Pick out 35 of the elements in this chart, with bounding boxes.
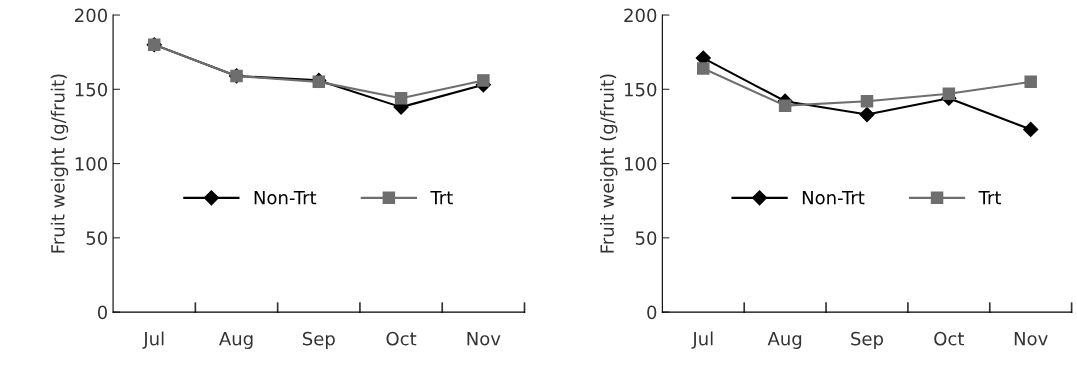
x-tick-label: Jul [691, 331, 713, 349]
y-tick-label: 150 [625, 82, 657, 97]
x-tick-label: Sep [302, 331, 335, 349]
x-tick-label: Aug [767, 332, 802, 349]
y-tick-label: 0 [97, 305, 108, 320]
point [697, 62, 710, 75]
x-tick-label: Nov [1014, 332, 1048, 346]
y-tick-label: 150 [75, 82, 108, 97]
x-tick-label: Jul [142, 331, 164, 349]
x-tick-label: Oct [386, 331, 417, 346]
y-tick-label: 50 [635, 231, 657, 245]
point [1024, 75, 1037, 89]
point [860, 94, 874, 108]
x-tick-label: Nov [467, 332, 501, 346]
point [778, 99, 792, 112]
point [859, 106, 875, 123]
legend-label: Trt [978, 191, 1002, 205]
x-tick-label: Oct [934, 331, 965, 346]
x-tick-label: Aug [219, 332, 253, 349]
legend-label: Non-Trt [254, 191, 317, 205]
y-tick-label: 200 [624, 8, 657, 23]
y-tick-label: 100 [75, 157, 108, 171]
y-axis-title: Fruit weight (g/fruit) [50, 74, 69, 253]
x-tick-label: Sep [851, 331, 884, 349]
legend-label: Trt [430, 191, 453, 205]
y-tick-label: 0 [647, 305, 657, 320]
legend-label: Non-Trt [802, 191, 865, 205]
y-tick-label: 100 [625, 157, 657, 171]
point [477, 74, 490, 87]
y-tick-label: 200 [75, 8, 108, 23]
point [1023, 121, 1039, 137]
point [394, 91, 408, 105]
y-axis-title: Fruit weight (g/fruit) [600, 74, 618, 253]
y-tick-label: 50 [86, 231, 108, 245]
point [942, 87, 956, 101]
